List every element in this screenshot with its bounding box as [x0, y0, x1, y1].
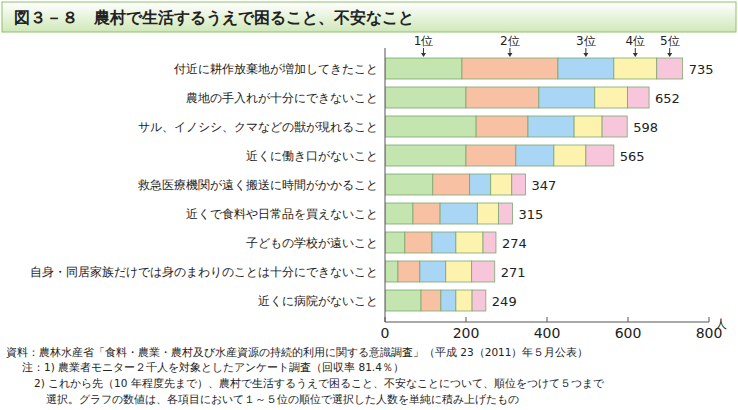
bar-segment — [385, 116, 476, 137]
bar-segment — [385, 145, 466, 166]
category-label: 自身・同居家族だけでは身のまわりのことは十分にできないこと — [30, 265, 378, 279]
legend-label: 4位 — [625, 34, 645, 48]
bar-segment — [433, 174, 470, 195]
category-label: 農地の手入れが十分にできないこと — [186, 91, 378, 105]
bar-segment — [657, 58, 683, 79]
category-label: 近くに働き口がないこと — [246, 149, 378, 163]
bar-segment — [421, 290, 441, 311]
bar-segment — [586, 145, 614, 166]
legend-arrowhead — [667, 53, 672, 57]
bar-segment — [498, 203, 512, 224]
bar-segment — [516, 145, 554, 166]
total-label: 249 — [492, 294, 517, 309]
bar-segment — [470, 174, 491, 195]
total-label: 735 — [689, 62, 714, 77]
note: 選択。グラフの数値は、各項目において１～５位の順位で選択した人数を単純に積み上げ… — [46, 393, 519, 406]
bar-segment — [558, 58, 614, 79]
bar-segment — [472, 290, 486, 311]
category-label: 救急医療機関が遠く搬送に時間がかかること — [137, 178, 378, 192]
bar-segment — [440, 203, 477, 224]
legend-label: 3位 — [576, 34, 596, 48]
title: 図３－８ 農村で生活するうえで困ること、不安なこと — [14, 8, 414, 27]
x-tick — [466, 317, 467, 322]
bars — [385, 58, 683, 311]
legend-arrowhead — [633, 53, 638, 57]
bar-segment — [385, 203, 413, 224]
total-label: 274 — [502, 236, 527, 251]
legend-arrowhead — [421, 53, 426, 57]
x-tick-label: 600 — [615, 325, 642, 341]
legend-label: 5位 — [660, 34, 680, 48]
total-label: 347 — [532, 178, 557, 193]
bar-segment — [385, 261, 398, 282]
x-tick — [547, 317, 548, 322]
total-label: 271 — [501, 265, 526, 280]
bar-segment — [476, 116, 528, 137]
chart: 図３－８ 農村で生活するうえで困ること、不安なこと 735 付近に耕作放棄地が増加し… — [0, 0, 738, 410]
bar-segment — [420, 261, 446, 282]
bar-segment — [456, 232, 483, 253]
bar-segment — [491, 174, 512, 195]
category-label: 付近に耕作放棄地が増加してきたこと — [173, 62, 378, 76]
bar-segment — [398, 261, 420, 282]
bar-segment — [483, 232, 496, 253]
bar-segment — [462, 58, 558, 79]
bar-segment — [628, 87, 649, 108]
bar-segment — [441, 290, 456, 311]
bar-segment — [574, 116, 602, 137]
x-tick — [628, 317, 629, 322]
bar-segment — [614, 58, 657, 79]
x-tick-label: 200 — [453, 325, 480, 341]
bar-segment — [385, 58, 462, 79]
y-axis — [385, 48, 386, 322]
x-axis-label: 人 — [715, 317, 727, 331]
bar-segment — [446, 261, 472, 282]
bar-segment — [512, 174, 526, 195]
bar-segment — [466, 87, 539, 108]
bar-segment — [385, 232, 405, 253]
bar-segment — [466, 145, 516, 166]
bar-segment — [385, 87, 466, 108]
source: 資料：農林水産省「食料・農業・農村及び水産資源の持続的利用に関する意識調査」（平… — [6, 346, 588, 359]
bar-segment — [432, 232, 456, 253]
legend-arrowhead — [507, 53, 512, 57]
note: 2) これから先（10 年程度先まで）、農村で生活するうえで困ること、不安なこと… — [34, 377, 605, 390]
x-tick — [709, 317, 710, 322]
total-label: 598 — [633, 120, 658, 135]
bar-segment — [528, 116, 574, 137]
bar-segment — [385, 290, 421, 311]
bar-segment — [385, 174, 433, 195]
note: 注：1) 農業者モニター２千人を対象としたアンケート調査（回収率 81.4％） — [22, 361, 404, 373]
legend-arrowhead — [583, 53, 588, 57]
legend-label: 1位 — [414, 34, 434, 48]
total-label: 652 — [655, 91, 680, 106]
category-label: 近くで食料や日常品を買えないこと — [186, 207, 378, 221]
bar-segment — [539, 87, 595, 108]
total-label: 315 — [519, 207, 544, 222]
bar-segment — [602, 116, 627, 137]
bar-segment — [413, 203, 440, 224]
bar-segment — [405, 232, 432, 253]
total-label: 565 — [620, 149, 645, 164]
x-tick-label: 0 — [381, 325, 390, 341]
bar-segment — [472, 261, 495, 282]
x-tick — [385, 317, 386, 322]
x-tick-label: 400 — [534, 325, 561, 341]
category-label: 子どもの学校が遠いこと — [246, 236, 378, 250]
bar-segment — [477, 203, 498, 224]
title-band — [2, 2, 736, 32]
legend-label: 2位 — [500, 34, 520, 48]
bar-segment — [595, 87, 628, 108]
category-label: 近くに病院がないこと — [258, 294, 378, 308]
bar-segment — [456, 290, 472, 311]
bar-segment — [554, 145, 586, 166]
category-label: サル、イノシシ、クマなどの獣が現れること — [138, 120, 378, 134]
